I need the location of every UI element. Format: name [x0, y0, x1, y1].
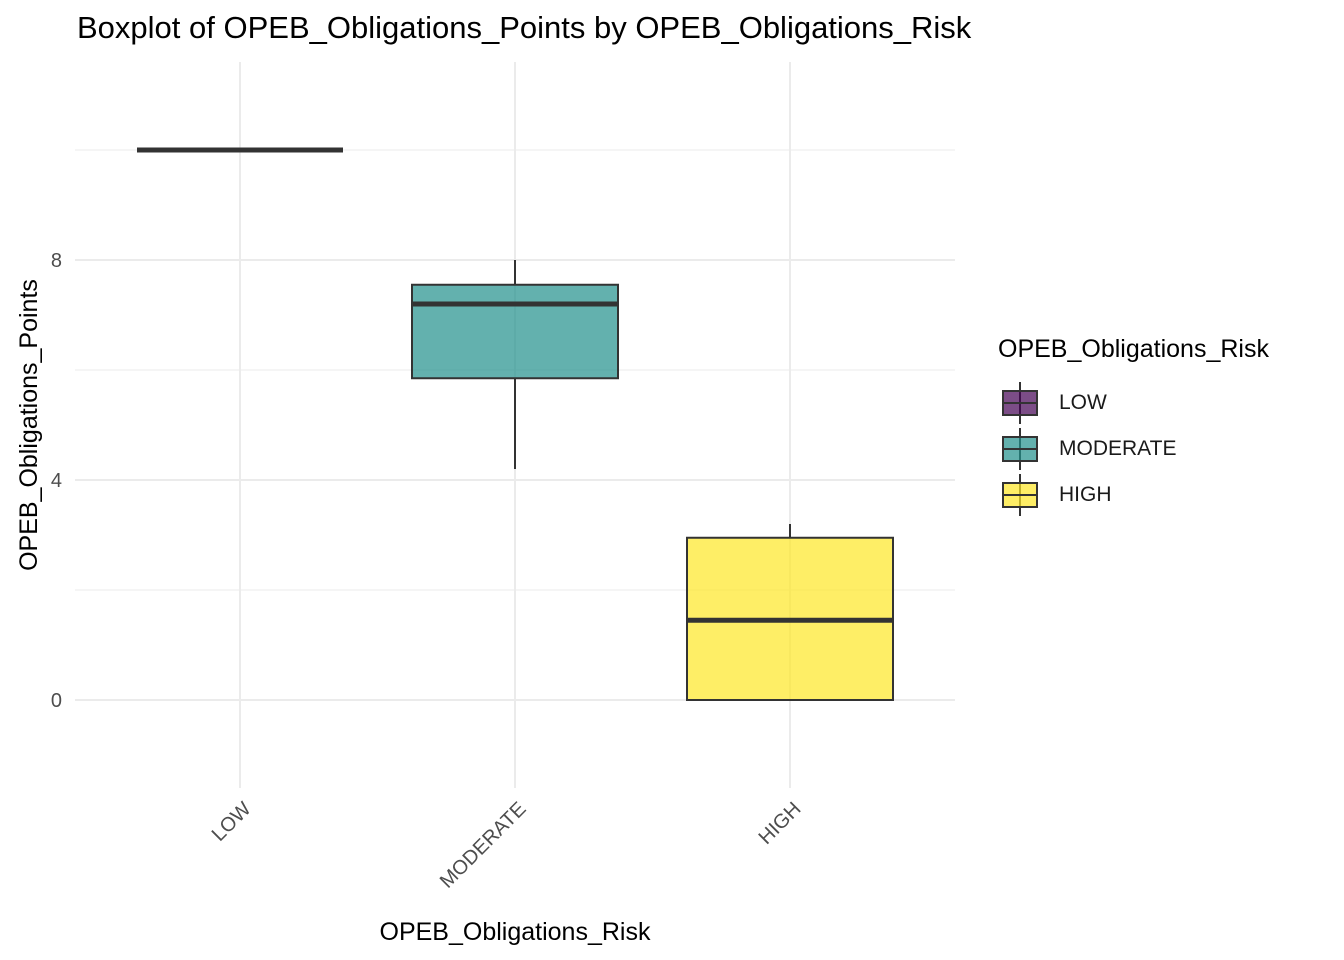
legend-label: LOW	[1059, 391, 1107, 414]
legend-items: LOW MODERATE HIGH	[998, 380, 1269, 518]
box-high	[686, 524, 894, 701]
y-axis-title: OPEB_Obligations_Points	[15, 279, 43, 571]
x-tick-label: LOW	[208, 798, 256, 846]
y-tick-label: 0	[51, 690, 62, 712]
chart-title: Boxplot of OPEB_Obligations_Points by OP…	[77, 10, 972, 45]
legend-item: HIGH	[998, 472, 1269, 518]
boxplot-series	[137, 147, 894, 701]
legend-key	[998, 472, 1038, 518]
legend-item: MODERATE	[998, 426, 1269, 472]
box-body	[411, 283, 619, 380]
legend-label: HIGH	[1059, 483, 1112, 506]
y-axis-ticks: 0 4 8	[51, 250, 62, 712]
legend-key	[998, 426, 1038, 472]
x-tick-label: MODERATE	[436, 798, 531, 893]
box-moderate	[411, 260, 619, 469]
legend-title: OPEB_Obligations_Risk	[998, 335, 1269, 363]
legend-key	[998, 380, 1038, 426]
x-axis-ticks: LOW MODERATE HIGH	[208, 798, 806, 893]
legend-item: LOW	[998, 380, 1269, 426]
x-tick-label: HIGH	[755, 798, 806, 849]
legend-label: MODERATE	[1059, 437, 1177, 460]
x-axis-title: OPEB_Obligations_Risk	[380, 918, 651, 946]
legend: OPEB_Obligations_Risk LOW MODERATE HIGH	[998, 335, 1269, 518]
y-tick-label: 4	[51, 470, 62, 492]
y-tick-label: 8	[51, 250, 62, 272]
